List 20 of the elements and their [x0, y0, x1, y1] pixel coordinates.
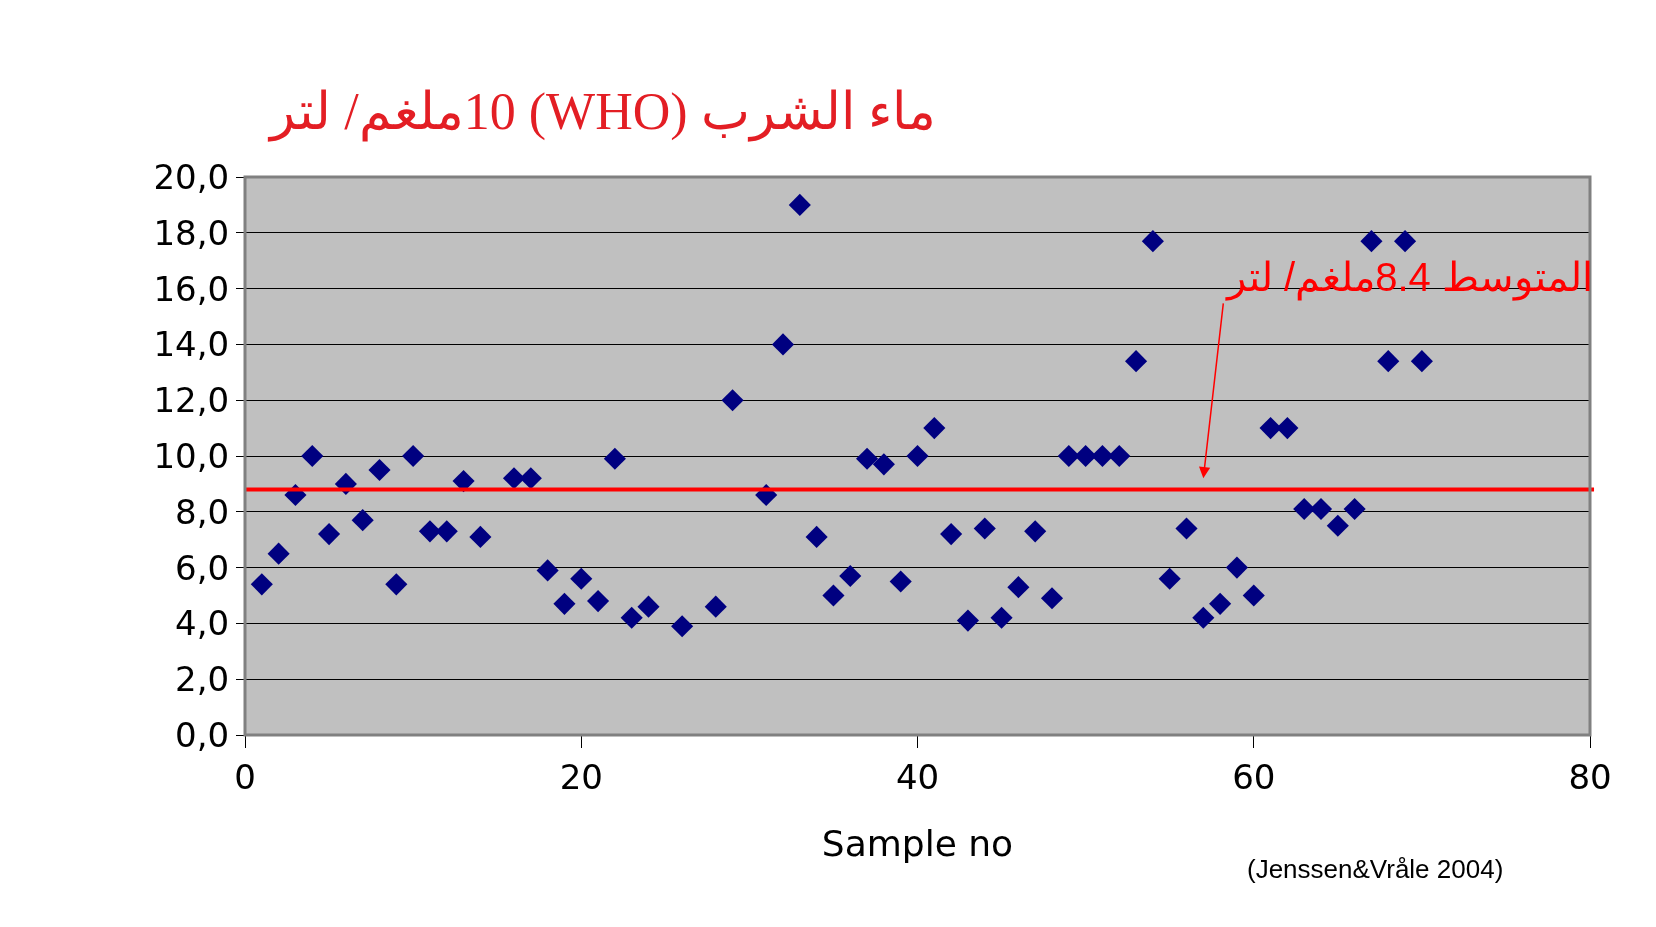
y-tick-label: 2,0 [175, 659, 230, 700]
y-tick-label: 12,0 [153, 380, 230, 421]
x-tick-label: 0 [234, 756, 256, 797]
text: (Jenssen&Vråle 2004) [1247, 854, 1504, 884]
y-tick-label: 0,0 [175, 714, 230, 755]
y-tick-label: 18,0 [153, 212, 230, 253]
chart-title: ماء الشرب (WHO) 10ملغم/ لتر [267, 83, 936, 143]
x-axis-title: Sample no [821, 823, 1014, 865]
y-tick-label: 14,0 [153, 324, 230, 365]
x-tick-label: 40 [895, 756, 940, 797]
x-tick-label: 80 [1568, 756, 1612, 797]
x-tick-label: 20 [559, 756, 603, 797]
x-tick-label: 60 [1232, 756, 1276, 797]
y-tick-label: 6,0 [175, 547, 230, 588]
ref-line-label: المتوسط 8.4ملغم/ لتر [1225, 255, 1593, 301]
y-tick-label: 4,0 [175, 603, 230, 644]
y-tick-label: 10,0 [153, 435, 230, 476]
y-tick-label: 20,0 [153, 156, 230, 197]
y-tick-label: 8,0 [175, 491, 230, 532]
y-tick-label: 16,0 [153, 268, 230, 309]
